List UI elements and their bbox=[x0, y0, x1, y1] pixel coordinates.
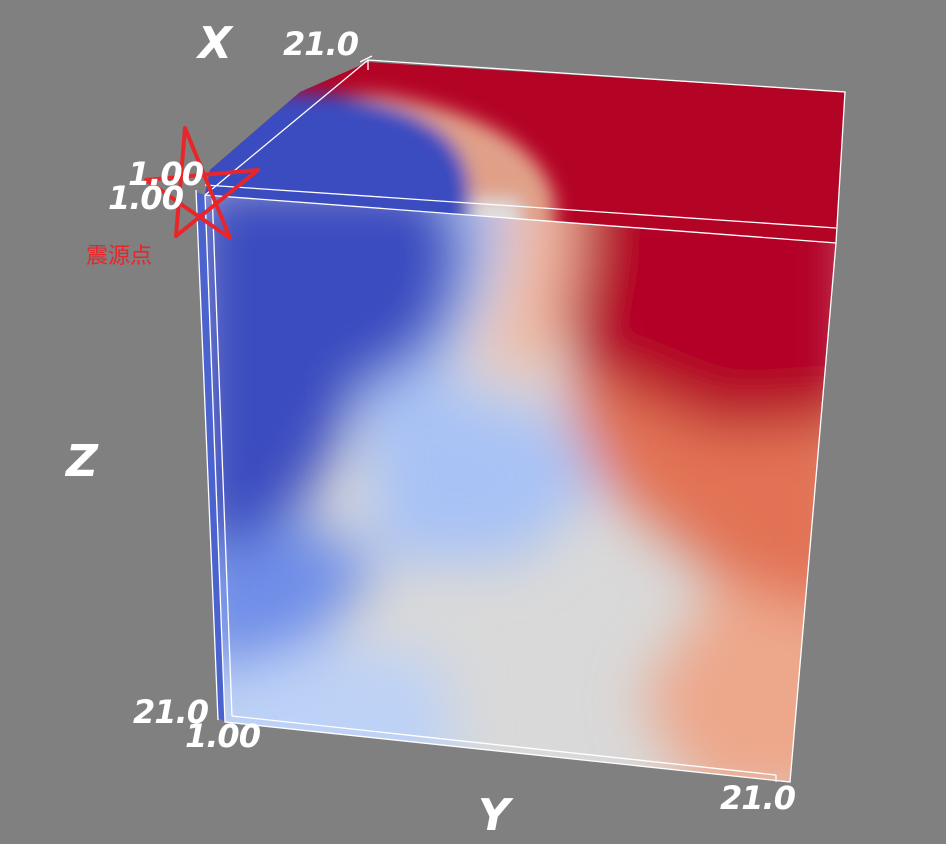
tick-y-max: 21.0 bbox=[720, 779, 796, 817]
axis-title-x: X bbox=[198, 18, 232, 69]
tick-x-max: 21.0 bbox=[283, 25, 359, 63]
epicenter-label: 震源点 bbox=[86, 244, 153, 269]
tick-x-min: 1.00 bbox=[128, 155, 204, 193]
tick-z-max: 21.0 bbox=[133, 693, 209, 731]
axis-title-y: Y bbox=[478, 790, 510, 841]
front-face bbox=[205, 195, 836, 782]
axis-title-z: Z bbox=[66, 436, 98, 487]
tick-y-min-front: 1.00 bbox=[185, 717, 261, 755]
left-face bbox=[196, 192, 225, 722]
bounding-box-outline bbox=[195, 55, 846, 783]
star-icon bbox=[144, 126, 260, 240]
tick-y-min: 1.00 bbox=[108, 179, 184, 217]
